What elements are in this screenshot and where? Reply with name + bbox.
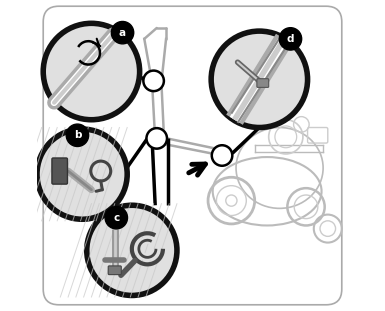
Circle shape xyxy=(111,21,134,44)
Circle shape xyxy=(37,129,127,219)
Circle shape xyxy=(279,28,302,50)
FancyBboxPatch shape xyxy=(257,79,269,87)
FancyBboxPatch shape xyxy=(52,158,67,184)
Text: a: a xyxy=(119,28,126,38)
Circle shape xyxy=(105,207,127,229)
FancyBboxPatch shape xyxy=(108,266,121,275)
Text: c: c xyxy=(113,213,119,223)
Circle shape xyxy=(43,23,140,120)
FancyBboxPatch shape xyxy=(43,6,342,305)
Circle shape xyxy=(212,145,232,166)
Text: d: d xyxy=(287,34,294,44)
Circle shape xyxy=(146,128,167,149)
Circle shape xyxy=(211,31,308,128)
Circle shape xyxy=(66,124,89,146)
Text: b: b xyxy=(74,130,81,140)
Circle shape xyxy=(143,71,164,91)
Circle shape xyxy=(87,205,177,295)
